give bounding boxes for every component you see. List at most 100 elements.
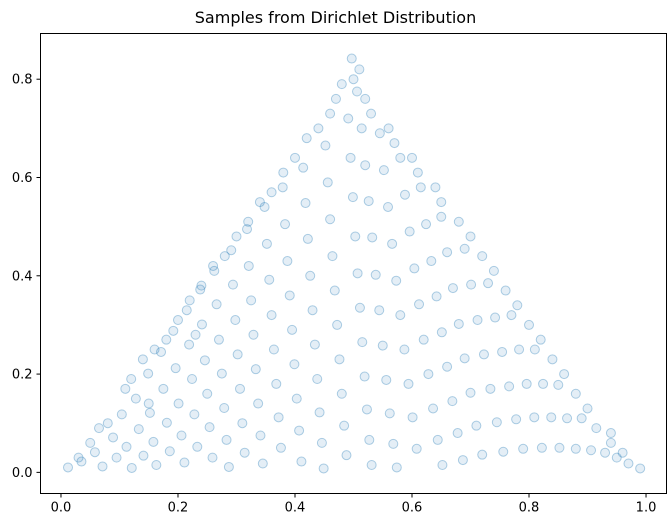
data-point	[253, 398, 264, 409]
data-point	[195, 284, 206, 295]
y-tick-label: 0.4	[12, 269, 33, 284]
data-point	[521, 378, 532, 389]
data-point	[291, 393, 302, 404]
y-tick-label: 0.2	[12, 368, 33, 383]
data-point	[179, 457, 190, 468]
data-point	[346, 53, 357, 64]
data-point	[395, 152, 406, 163]
data-point	[576, 413, 587, 424]
data-point	[121, 441, 132, 452]
data-point	[364, 434, 375, 445]
data-point	[314, 407, 325, 418]
data-point	[447, 396, 458, 407]
data-point	[176, 430, 187, 441]
data-point	[149, 344, 160, 355]
data-point	[453, 318, 464, 329]
data-point	[459, 353, 470, 364]
data-point	[148, 436, 159, 447]
data-point	[63, 462, 73, 473]
data-point	[457, 455, 468, 466]
data-point	[216, 368, 227, 379]
data-point	[426, 256, 437, 267]
data-point	[231, 231, 242, 242]
data-point	[213, 334, 224, 345]
data-point	[547, 354, 558, 365]
data-point	[266, 187, 277, 198]
data-point	[219, 402, 230, 413]
data-point	[301, 133, 312, 144]
data-point	[471, 420, 482, 431]
data-point	[570, 443, 581, 454]
data-point	[354, 64, 365, 75]
data-point	[280, 219, 291, 230]
data-point	[208, 260, 219, 271]
data-point	[250, 364, 261, 375]
data-point	[264, 274, 275, 285]
data-point	[133, 424, 144, 435]
data-point	[243, 260, 254, 271]
data-point	[97, 461, 108, 472]
data-point	[126, 462, 137, 473]
data-point	[391, 462, 402, 473]
data-point	[199, 355, 210, 366]
data-point	[143, 368, 154, 379]
data-point	[137, 354, 148, 365]
data-point	[138, 450, 149, 461]
data-point	[529, 412, 540, 423]
data-point	[512, 300, 523, 311]
data-point	[361, 404, 372, 415]
data-point	[357, 337, 368, 348]
data-point	[570, 388, 581, 399]
data-point	[325, 214, 336, 225]
data-point	[307, 305, 318, 316]
data-point	[196, 319, 207, 330]
data-point	[227, 279, 238, 290]
data-point	[158, 383, 169, 394]
data-point	[259, 201, 270, 212]
data-point	[352, 86, 363, 97]
data-point	[223, 461, 234, 472]
data-point	[478, 349, 489, 360]
data-point	[336, 79, 347, 90]
data-point	[431, 291, 442, 302]
data-point	[151, 460, 162, 470]
data-point	[325, 108, 336, 119]
data-point	[187, 373, 198, 384]
data-point	[289, 359, 300, 370]
data-point	[282, 256, 293, 267]
data-point	[271, 378, 282, 389]
data-point	[378, 165, 389, 176]
data-point	[611, 452, 622, 463]
data-point	[111, 452, 122, 463]
data-point	[404, 226, 415, 237]
data-point	[332, 319, 343, 330]
data-point	[255, 430, 266, 441]
x-tick-label: 0.0	[51, 501, 72, 516]
data-point	[500, 285, 511, 296]
data-point	[366, 108, 377, 119]
data-point	[130, 393, 141, 404]
data-point	[453, 216, 464, 227]
data-point	[219, 251, 230, 262]
data-point	[518, 443, 529, 454]
data-point	[73, 452, 84, 463]
data-point	[161, 417, 172, 428]
data-point	[381, 374, 392, 385]
data-point	[161, 334, 172, 345]
data-point	[347, 192, 358, 203]
data-point	[412, 167, 423, 178]
data-point	[192, 441, 203, 452]
data-point	[418, 334, 429, 345]
data-point	[617, 447, 628, 458]
x-tick-label: 0.8	[519, 501, 540, 516]
data-point	[384, 408, 395, 419]
plot-frame	[40, 33, 667, 494]
data-point	[144, 407, 155, 418]
data-point	[239, 447, 250, 458]
data-point	[343, 113, 354, 124]
data-point	[356, 123, 367, 134]
data-point	[383, 123, 394, 134]
data-point	[294, 425, 305, 436]
data-point	[302, 233, 313, 244]
data-point	[322, 177, 333, 188]
